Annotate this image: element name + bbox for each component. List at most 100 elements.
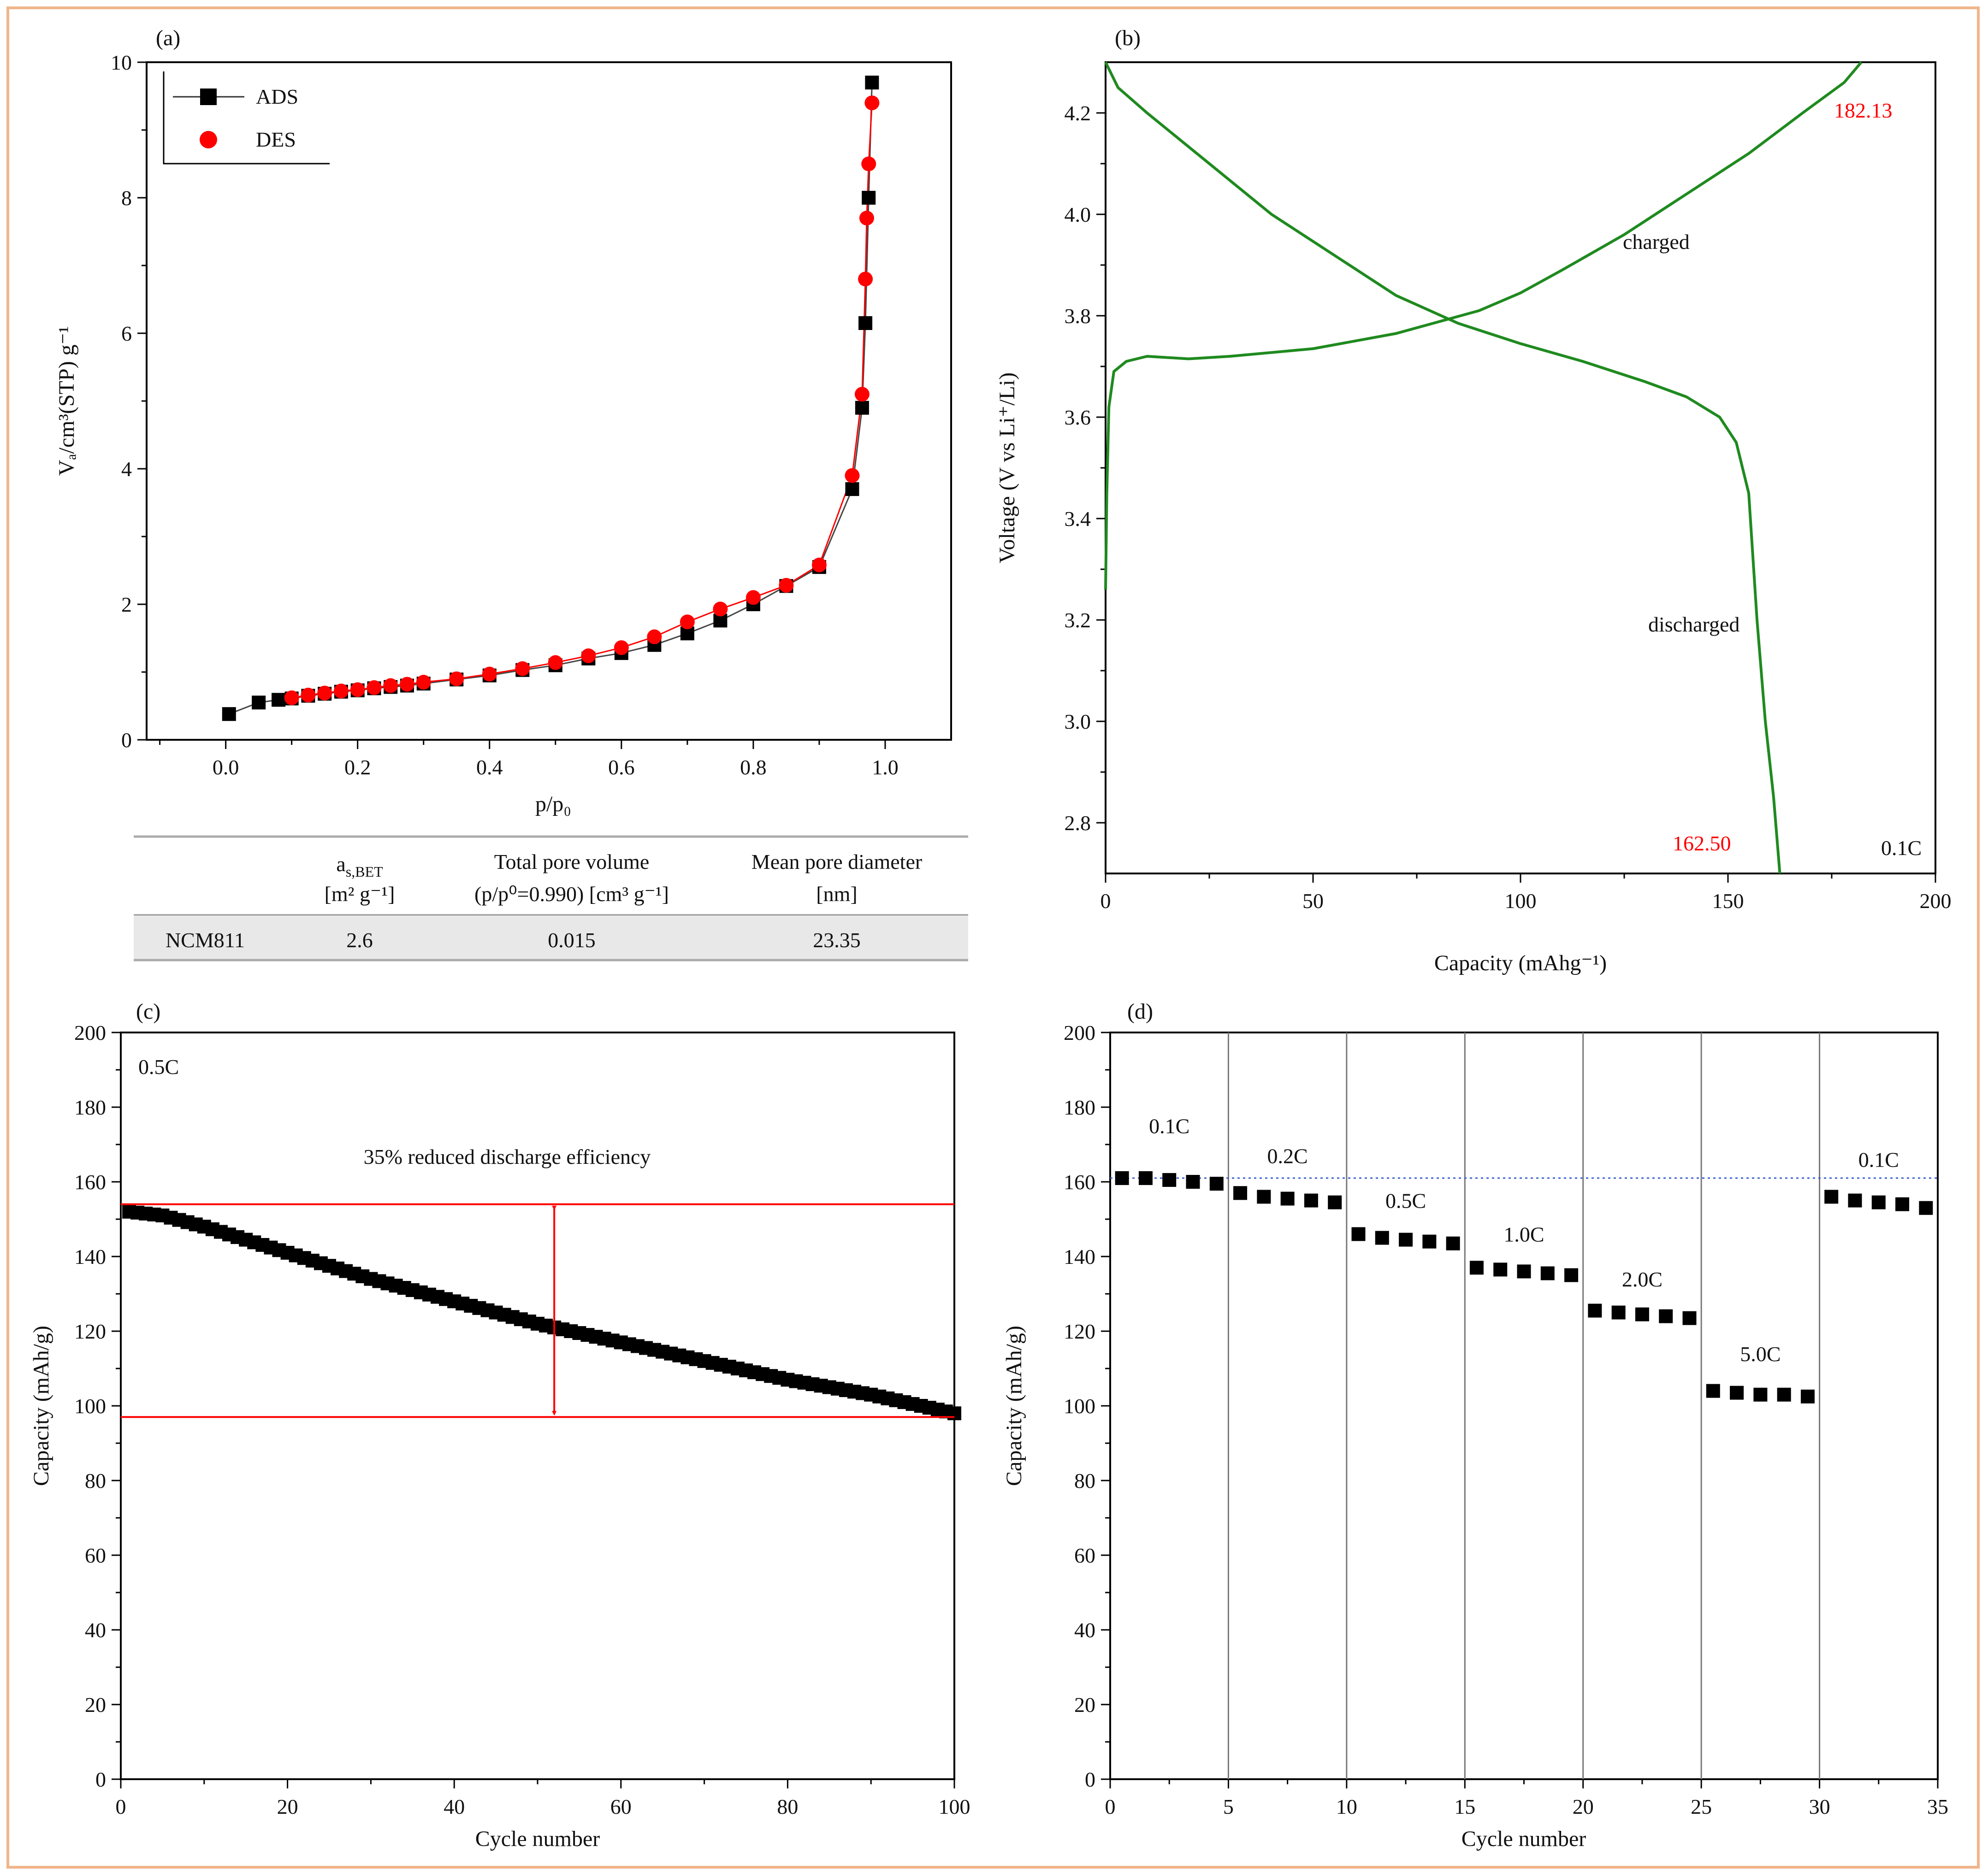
panel-b-label: (b) bbox=[1115, 26, 1141, 50]
y-tick-label: 120 bbox=[1064, 1320, 1095, 1343]
y-tick-label: 4.2 bbox=[1065, 101, 1091, 125]
panel-b-chart: (b) 0 50 100 150 200 2.8 3.0 3.2 3.4 3.6 3.8 4.0 4.2… bbox=[995, 26, 1952, 975]
des-point bbox=[548, 655, 563, 670]
y-tick-label: 80 bbox=[85, 1469, 106, 1493]
panel-c-xlabel: Cycle number bbox=[475, 1827, 600, 1851]
des-point bbox=[811, 557, 827, 572]
y-tick-label: 120 bbox=[74, 1320, 106, 1343]
y-tick-label: 40 bbox=[85, 1618, 106, 1642]
ads-point bbox=[862, 191, 876, 205]
des-point bbox=[614, 640, 629, 655]
rate-point bbox=[1138, 1171, 1153, 1185]
y-tick-label: 40 bbox=[1074, 1618, 1095, 1642]
table-cell-sample: NCM811 bbox=[166, 928, 245, 952]
rate-point bbox=[1351, 1227, 1366, 1241]
x-tick-label: 0 bbox=[116, 1795, 126, 1818]
x-tick-label: 0 bbox=[1100, 889, 1111, 913]
table-cell-volume: 0.015 bbox=[548, 928, 596, 952]
y-tick-label: 0 bbox=[121, 728, 132, 752]
rate-point bbox=[1753, 1387, 1768, 1402]
rate-group-label: 1.0C bbox=[1503, 1223, 1544, 1246]
ads-point bbox=[222, 707, 236, 721]
y-tick-label: 200 bbox=[74, 1021, 106, 1044]
x-tick-label: 10 bbox=[1336, 1795, 1357, 1818]
y-tick-label: 4.0 bbox=[1065, 203, 1091, 226]
table-header-volume-unit: (p/p⁰=0.990) [cm³ g⁻¹] bbox=[474, 882, 669, 906]
des-point bbox=[350, 682, 365, 697]
rate-point bbox=[1422, 1234, 1437, 1249]
ads-point bbox=[252, 696, 266, 710]
y-tick-label: 200 bbox=[1064, 1021, 1095, 1044]
panel-a-axes: 0.0 0.2 0.4 0.6 0.8 1.0 0 2 4 6 8 10 bbox=[111, 51, 899, 779]
x-tick-label: 200 bbox=[1920, 889, 1952, 913]
y-tick-label: 100 bbox=[1064, 1394, 1095, 1418]
y-tick-label: 140 bbox=[1064, 1245, 1095, 1268]
rate-point bbox=[1469, 1261, 1484, 1275]
table-row-shade bbox=[134, 916, 968, 960]
rate-point bbox=[1635, 1307, 1649, 1321]
x-tick-label: 40 bbox=[444, 1795, 465, 1818]
rate-point bbox=[1233, 1186, 1248, 1200]
des-point bbox=[416, 675, 431, 690]
des-point bbox=[859, 211, 874, 226]
rate-point bbox=[1115, 1171, 1129, 1185]
panel-a-ylabel: Vₐ/cm³(STP) g⁻¹ bbox=[54, 326, 79, 476]
discharge-capacity-label: 162.50 bbox=[1673, 832, 1731, 855]
panel-b-xlabel: Capacity (mAhg⁻¹) bbox=[1434, 951, 1607, 975]
x-tick-label: 25 bbox=[1691, 1795, 1712, 1818]
rate-point bbox=[1682, 1311, 1697, 1325]
y-tick-label: 180 bbox=[74, 1096, 106, 1119]
rate-point bbox=[1209, 1177, 1224, 1191]
des-point bbox=[515, 661, 530, 676]
discharged-label: discharged bbox=[1648, 613, 1740, 636]
des-point bbox=[713, 602, 728, 617]
rate-point bbox=[1659, 1309, 1673, 1323]
rate-group-label: 0.2C bbox=[1267, 1144, 1308, 1168]
panel-a-label: (a) bbox=[156, 26, 180, 50]
rate-point bbox=[1280, 1192, 1295, 1206]
y-tick-label: 0 bbox=[95, 1768, 106, 1791]
y-tick-label: 100 bbox=[74, 1394, 106, 1418]
rate-group-label: 2.0C bbox=[1622, 1268, 1663, 1291]
des-point bbox=[746, 590, 761, 605]
panel-c-rate-label: 0.5C bbox=[138, 1055, 179, 1079]
legend-des-marker bbox=[200, 131, 217, 148]
table-header-bet-unit: [m² g⁻¹] bbox=[325, 882, 395, 906]
x-tick-label: 5 bbox=[1223, 1795, 1234, 1818]
rate-point bbox=[1588, 1304, 1602, 1318]
panel-a-chart: (a) 0.0 0.2 0.4 0.6 0.8 1.0 0 2 4 6 8 10 p/p₀ Vₐ/cm… bbox=[54, 26, 952, 816]
panel-d-ylabel: Capacity (mAh/g) bbox=[1002, 1326, 1026, 1486]
rate-label: 0.1C bbox=[1881, 836, 1922, 860]
charge-capacity-label: 182.13 bbox=[1834, 99, 1893, 122]
y-tick-label: 60 bbox=[85, 1544, 106, 1567]
des-point bbox=[680, 614, 695, 630]
panel-a-series bbox=[222, 76, 880, 721]
table-header-diameter: Mean pore diameter bbox=[751, 850, 922, 873]
x-tick-label: 0.8 bbox=[740, 755, 767, 779]
charged-label: charged bbox=[1623, 230, 1690, 254]
table-cell-diameter: 23.35 bbox=[813, 928, 861, 952]
rate-point bbox=[1162, 1173, 1177, 1187]
panel-a-xlabel: p/p₀ bbox=[535, 792, 571, 816]
panel-c-label: (c) bbox=[136, 999, 160, 1024]
legend-box-edge bbox=[163, 71, 330, 165]
y-tick-label: 2 bbox=[121, 593, 132, 616]
rate-point bbox=[1895, 1197, 1910, 1211]
panel-b-plot-area bbox=[1105, 61, 1936, 874]
rate-point bbox=[1730, 1386, 1744, 1400]
rate-point bbox=[1446, 1236, 1460, 1251]
ads-point bbox=[865, 76, 879, 90]
rate-group-label: 0.5C bbox=[1385, 1189, 1426, 1213]
rate-point bbox=[1919, 1201, 1933, 1215]
ads-point bbox=[855, 401, 869, 415]
panel-b-axes: 0 50 100 150 200 2.8 3.0 3.2 3.4 3.6 3.8 4.0 4.2 bbox=[1065, 101, 1952, 913]
rate-group-label: 0.1C bbox=[1149, 1115, 1189, 1138]
panel-c-series bbox=[121, 1203, 961, 1421]
des-point bbox=[647, 629, 662, 644]
reduced-efficiency-note: 35% reduced discharge efficiency bbox=[364, 1145, 651, 1168]
charged-curve bbox=[1104, 61, 1863, 590]
pore-table: as,BET [m² g⁻¹] Total pore volume (p/p⁰=… bbox=[134, 835, 968, 962]
des-point bbox=[284, 690, 299, 705]
rate-point bbox=[1848, 1193, 1862, 1208]
des-point bbox=[301, 687, 316, 702]
